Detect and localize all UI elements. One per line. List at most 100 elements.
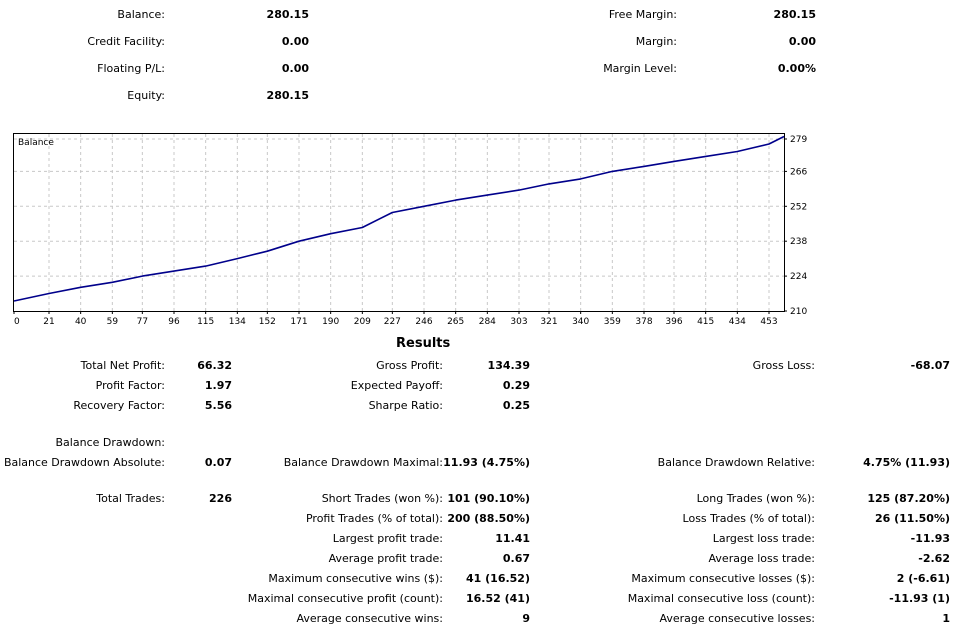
maximal-consecutive-loss-value: -11.93 (1)	[889, 592, 950, 605]
x-tick-label: 246	[415, 317, 432, 327]
margin-label: Margin:	[635, 35, 677, 48]
largest-profit-trade-value: 11.41	[495, 532, 530, 545]
max-consecutive-losses-value: 2 (-6.61)	[896, 572, 950, 585]
floating-pl-label: Floating P/L:	[97, 62, 165, 75]
x-tick-label: 321	[540, 317, 557, 327]
bd-relative-label: Balance Drawdown Relative:	[657, 456, 815, 469]
max-consecutive-losses-label: Maximum consecutive losses ($):	[631, 572, 815, 585]
gross-loss-label: Gross Loss:	[752, 359, 815, 372]
x-tick-label: 21	[43, 317, 54, 327]
chart-title: Balance	[18, 138, 54, 148]
y-tick-label: 252	[790, 202, 807, 212]
profit-factor-value: 1.97	[204, 379, 232, 392]
margin-level-label: Margin Level:	[603, 62, 677, 75]
chart-series	[13, 135, 785, 302]
balance-label: Balance:	[117, 8, 165, 21]
x-tick-label: 115	[197, 317, 214, 327]
long-trades-label: Long Trades (won %):	[696, 492, 815, 505]
recovery-factor-label: Recovery Factor:	[73, 399, 165, 412]
chart-ticks: 0 21 40 59 77 96 115 134 152 171 190 209 227 246 265 28…	[13, 135, 807, 327]
loss-trades-value: 26 (11.50%)	[874, 512, 950, 525]
y-tick-label: 279	[790, 135, 807, 145]
maximal-consecutive-loss-label: Maximal consecutive loss (count):	[627, 592, 815, 605]
y-tick-label: 266	[790, 167, 807, 177]
free-margin-label: Free Margin:	[608, 8, 677, 21]
free-margin-value: 280.15	[773, 8, 816, 21]
recovery-factor-value: 5.56	[204, 399, 232, 412]
short-trades-label: Short Trades (won %):	[321, 492, 443, 505]
x-tick-label: 415	[697, 317, 714, 327]
average-consecutive-losses-label: Average consecutive losses:	[659, 612, 815, 625]
bd-absolute-label: Balance Drawdown Absolute:	[3, 456, 165, 469]
average-profit-trade-value: 0.67	[502, 552, 530, 565]
sharpe-ratio-label: Sharpe Ratio:	[368, 399, 443, 412]
total-trades-label: Total Trades:	[96, 492, 165, 505]
y-tick-label: 224	[790, 272, 807, 282]
x-tick-label: 340	[572, 317, 589, 327]
credit-facility-value: 0.00	[281, 35, 309, 48]
x-tick-label: 77	[137, 317, 148, 327]
average-profit-trade-label: Average profit trade:	[328, 552, 443, 565]
x-tick-label: 96	[168, 317, 180, 327]
profit-trades-value: 200 (88.50%)	[447, 512, 530, 525]
x-tick-label: 40	[75, 317, 87, 327]
margin-value: 0.00	[788, 35, 816, 48]
bd-absolute-value: 0.07	[204, 456, 232, 469]
credit-facility-label: Credit Facility:	[87, 35, 165, 48]
y-tick-label: 238	[790, 237, 807, 247]
max-consecutive-wins-value: 41 (16.52)	[466, 572, 530, 585]
average-loss-trade-label: Average loss trade:	[708, 552, 815, 565]
largest-loss-trade-value: -11.93	[910, 532, 950, 545]
x-tick-label: 0	[14, 317, 20, 327]
x-tick-label: 378	[635, 317, 652, 327]
margin-level-value: 0.00%	[777, 62, 816, 75]
expected-payoff-value: 0.29	[502, 379, 530, 392]
x-tick-label: 284	[479, 317, 496, 327]
bd-maximal-label: Balance Drawdown Maximal:	[283, 456, 443, 469]
balance-line	[13, 135, 785, 302]
x-tick-label: 152	[259, 317, 276, 327]
maximal-consecutive-profit-value: 16.52 (41)	[466, 592, 530, 605]
average-consecutive-losses-value: 1	[942, 612, 950, 625]
x-tick-label: 453	[760, 317, 777, 327]
x-tick-label: 396	[665, 317, 682, 327]
expected-payoff-label: Expected Payoff:	[350, 379, 443, 392]
x-tick-label: 303	[510, 317, 527, 327]
equity-value: 280.15	[266, 89, 309, 102]
profit-factor-label: Profit Factor:	[95, 379, 165, 392]
bd-maximal-value: 11.93 (4.75%)	[443, 456, 530, 469]
bd-relative-value: 4.75% (11.93)	[863, 456, 950, 469]
gross-profit-value: 134.39	[487, 359, 530, 372]
largest-loss-trade-label: Largest loss trade:	[712, 532, 815, 545]
maximal-consecutive-profit-label: Maximal consecutive profit (count):	[247, 592, 443, 605]
loss-trades-label: Loss Trades (% of total):	[682, 512, 815, 525]
chart-frame	[13, 133, 785, 312]
x-tick-label: 265	[447, 317, 464, 327]
x-tick-label: 209	[354, 317, 371, 327]
long-trades-value: 125 (87.20%)	[867, 492, 950, 505]
sharpe-ratio-value: 0.25	[502, 399, 530, 412]
gross-loss-value: -68.07	[910, 359, 950, 372]
floating-pl-value: 0.00	[281, 62, 309, 75]
average-consecutive-wins-value: 9	[522, 612, 530, 625]
x-tick-label: 227	[384, 317, 401, 327]
y-tick-label: 210	[790, 307, 807, 317]
x-tick-label: 171	[290, 317, 307, 327]
average-loss-trade-value: -2.62	[918, 552, 950, 565]
x-tick-label: 434	[729, 317, 746, 327]
max-consecutive-wins-label: Maximum consecutive wins ($):	[268, 572, 443, 585]
average-consecutive-wins-label: Average consecutive wins:	[296, 612, 443, 625]
total-net-profit-value: 66.32	[197, 359, 232, 372]
x-tick-label: 59	[107, 317, 119, 327]
total-net-profit-label: Total Net Profit:	[80, 359, 165, 372]
equity-label: Equity:	[127, 89, 165, 102]
short-trades-value: 101 (90.10%)	[447, 492, 530, 505]
balance-value: 280.15	[266, 8, 309, 21]
results-heading: Results	[396, 336, 451, 351]
x-tick-label: 190	[322, 317, 339, 327]
x-tick-label: 134	[229, 317, 246, 327]
balance-drawdown-label: Balance Drawdown:	[55, 436, 165, 449]
total-trades-value: 226	[209, 492, 232, 505]
largest-profit-trade-label: Largest profit trade:	[332, 532, 443, 545]
